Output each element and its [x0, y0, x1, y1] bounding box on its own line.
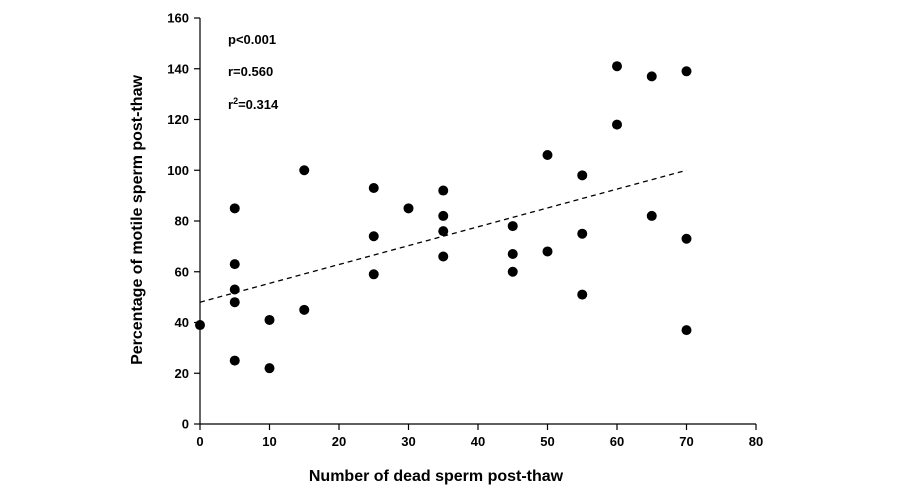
x-tick-label: 80	[749, 434, 763, 449]
x-tick-label: 60	[610, 434, 624, 449]
data-point	[299, 304, 310, 315]
data-point	[229, 297, 240, 308]
data-point	[229, 259, 240, 270]
data-point	[264, 314, 275, 325]
data-point	[507, 221, 518, 232]
stat-p-value: p<0.001	[228, 32, 276, 47]
x-tick-label: 40	[471, 434, 485, 449]
x-tick-label: 70	[679, 434, 693, 449]
y-tick-label: 160	[167, 11, 189, 26]
data-point	[438, 210, 449, 221]
x-tick-label: 30	[401, 434, 415, 449]
data-point	[195, 320, 205, 331]
y-tick-label: 140	[167, 61, 189, 76]
data-point	[612, 119, 622, 130]
data-point	[577, 228, 588, 239]
stat-r-squared-value: =0.314	[238, 97, 279, 112]
x-axis-title: Number of dead sperm post-thaw	[309, 468, 564, 485]
data-point	[646, 210, 657, 221]
data-point	[403, 203, 414, 214]
data-point	[542, 150, 553, 161]
y-tick-label: 100	[167, 163, 189, 178]
trendline	[199, 169, 687, 303]
data-point	[264, 363, 275, 374]
data-point	[229, 355, 240, 366]
data-point	[229, 284, 240, 295]
data-point	[438, 251, 449, 262]
y-axis-title: Percentage of motile sperm post-thaw	[129, 75, 146, 365]
stat-r-squared-prefix: r	[228, 97, 233, 112]
data-points	[195, 61, 692, 374]
y-tick-label: 80	[175, 214, 189, 229]
y-tick-label: 120	[167, 112, 189, 127]
data-point	[681, 325, 692, 336]
data-point	[368, 231, 379, 242]
data-point	[229, 203, 240, 214]
data-point	[368, 183, 379, 194]
x-tick-label: 50	[540, 434, 554, 449]
y-tick-label: 20	[175, 366, 189, 381]
data-point	[681, 233, 692, 244]
data-point	[577, 170, 588, 181]
y-tick-label: 0	[182, 417, 189, 432]
data-point	[507, 248, 518, 259]
x-tick-label: 0	[196, 434, 203, 449]
data-point	[507, 266, 518, 277]
data-point	[542, 246, 553, 257]
data-point	[438, 185, 449, 196]
stat-r-squared-sup: 2	[233, 96, 238, 106]
y-tick-label: 60	[175, 264, 189, 279]
x-tick-label: 20	[332, 434, 346, 449]
y-axis-ticks: 0 20 40 60 80 100 120 140 160	[167, 11, 200, 432]
x-axis-ticks: 0 10 20 30 40 50 60 70 80	[196, 424, 763, 449]
stat-r-squared: r2=0.314	[228, 96, 279, 112]
data-point	[299, 165, 310, 176]
y-tick-label: 40	[175, 315, 189, 330]
stat-r-value: r=0.560	[228, 64, 273, 79]
data-point	[577, 289, 588, 300]
x-tick-label: 10	[262, 434, 276, 449]
data-point	[681, 66, 692, 77]
data-point	[646, 71, 657, 82]
data-point	[438, 226, 449, 237]
data-point	[612, 61, 622, 72]
data-point	[368, 269, 379, 280]
